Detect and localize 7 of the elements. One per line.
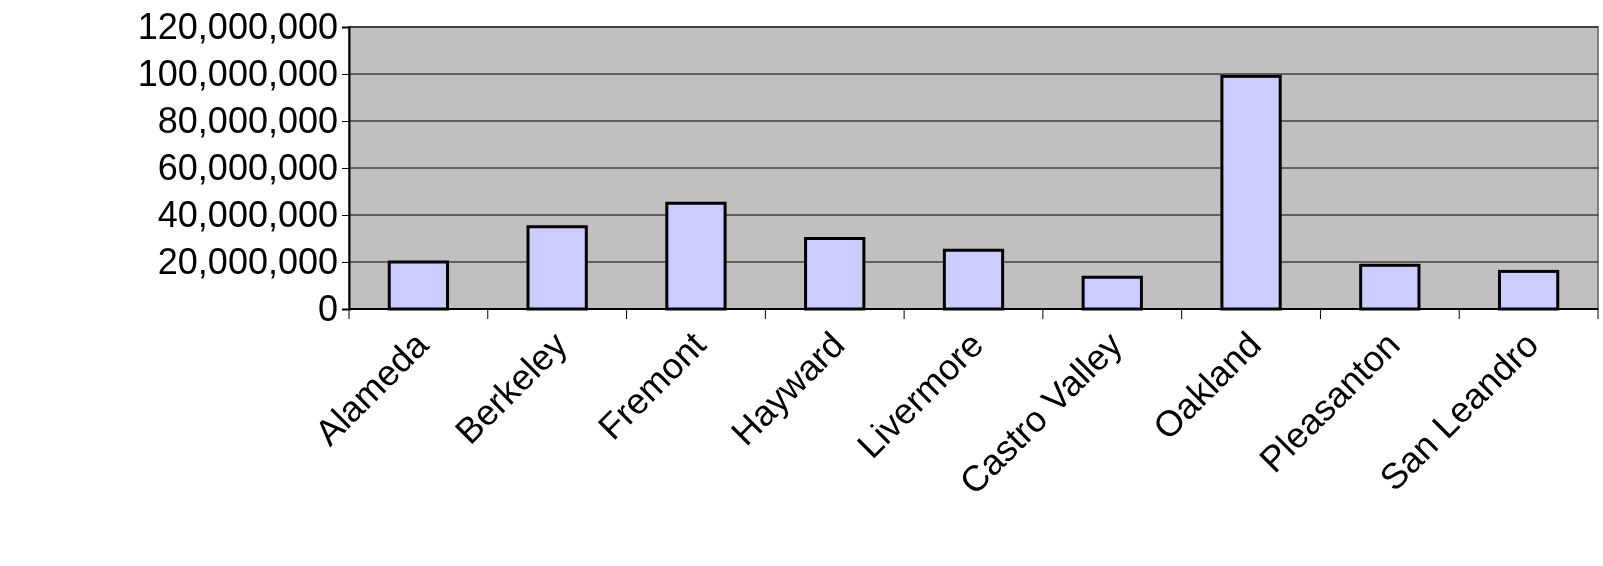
y-tick-label: 60,000,000 — [157, 147, 338, 189]
y-tick-label: 40,000,000 — [157, 194, 338, 236]
y-tick-label: 0 — [317, 288, 338, 330]
y-tick-label: 80,000,000 — [157, 100, 338, 142]
y-tick-label: 20,000,000 — [157, 241, 338, 283]
y-tick-label: 120,000,000 — [137, 6, 338, 48]
y-tick-label: 100,000,000 — [137, 53, 338, 95]
